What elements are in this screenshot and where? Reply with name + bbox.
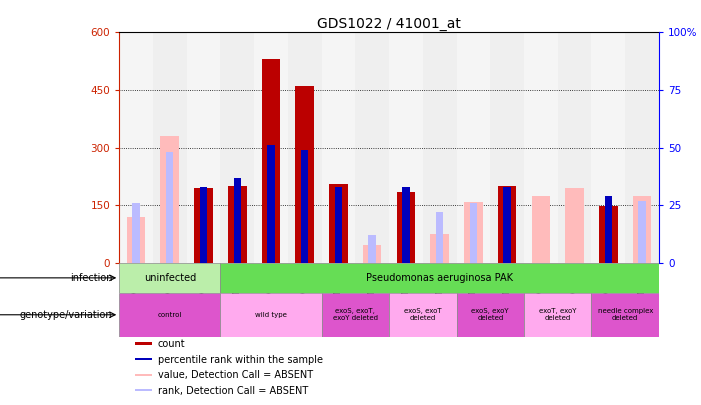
Bar	[430, 234, 449, 263]
Bar	[267, 145, 275, 263]
Bar	[490, 32, 524, 263]
Text: rank, Detection Call = ABSENT: rank, Detection Call = ABSENT	[158, 386, 308, 396]
Bar	[524, 32, 558, 263]
Bar	[329, 184, 348, 263]
Bar	[119, 263, 220, 293]
Bar	[135, 374, 152, 376]
Bar	[119, 32, 153, 263]
Bar	[605, 196, 612, 263]
Bar	[135, 343, 152, 345]
Bar	[153, 32, 186, 263]
Bar	[524, 293, 592, 337]
Text: infection: infection	[69, 273, 112, 283]
Bar	[592, 32, 625, 263]
Bar	[200, 187, 207, 263]
Bar	[355, 32, 389, 263]
Bar	[531, 196, 550, 263]
Bar	[456, 293, 524, 337]
Bar	[295, 86, 314, 263]
Bar	[592, 293, 659, 337]
Bar	[436, 212, 443, 263]
Bar	[322, 32, 355, 263]
Text: exoS, exoY
deleted: exoS, exoY deleted	[472, 308, 509, 321]
Bar	[558, 32, 592, 263]
Bar	[498, 186, 517, 263]
Bar	[633, 196, 651, 263]
Bar	[220, 32, 254, 263]
Bar	[464, 202, 483, 263]
Bar	[161, 136, 179, 263]
Bar	[132, 203, 139, 263]
Text: control: control	[158, 312, 182, 318]
Bar	[166, 152, 173, 263]
Title: GDS1022 / 41001_at: GDS1022 / 41001_at	[317, 17, 461, 31]
Bar	[228, 186, 247, 263]
Bar	[470, 203, 477, 263]
Bar	[363, 245, 381, 263]
Bar	[220, 263, 659, 293]
Text: needle complex
deleted: needle complex deleted	[597, 308, 653, 321]
Bar	[301, 150, 308, 263]
Text: wild type: wild type	[255, 312, 287, 318]
Text: uninfected: uninfected	[144, 273, 196, 283]
Bar	[233, 178, 241, 263]
Text: percentile rank within the sample: percentile rank within the sample	[158, 355, 322, 365]
Bar	[599, 206, 618, 263]
Bar	[335, 187, 342, 263]
Bar	[127, 217, 145, 263]
Text: genotype/variation: genotype/variation	[20, 310, 112, 320]
Bar	[503, 187, 511, 263]
Text: exoS, exoT
deleted: exoS, exoT deleted	[404, 308, 442, 321]
Bar	[639, 201, 646, 263]
Bar	[288, 32, 322, 263]
Bar	[186, 32, 220, 263]
Bar	[369, 235, 376, 263]
Bar	[194, 188, 213, 263]
Text: count: count	[158, 339, 185, 349]
Bar	[389, 32, 423, 263]
Bar	[565, 188, 584, 263]
Text: value, Detection Call = ABSENT: value, Detection Call = ABSENT	[158, 370, 313, 380]
Bar	[135, 358, 152, 360]
Text: Pseudomonas aeruginosa PAK: Pseudomonas aeruginosa PAK	[366, 273, 513, 283]
Bar	[322, 293, 389, 337]
Bar	[423, 32, 456, 263]
Bar	[135, 389, 152, 392]
Bar	[254, 32, 288, 263]
Text: exoS, exoT,
exoY deleted: exoS, exoT, exoY deleted	[333, 308, 378, 321]
Bar	[220, 293, 322, 337]
Bar	[625, 32, 659, 263]
Bar	[261, 59, 280, 263]
Bar	[397, 192, 415, 263]
Bar	[402, 187, 409, 263]
Bar	[456, 32, 490, 263]
Text: exoT, exoY
deleted: exoT, exoY deleted	[539, 308, 576, 321]
Bar	[119, 293, 220, 337]
Bar	[389, 293, 456, 337]
